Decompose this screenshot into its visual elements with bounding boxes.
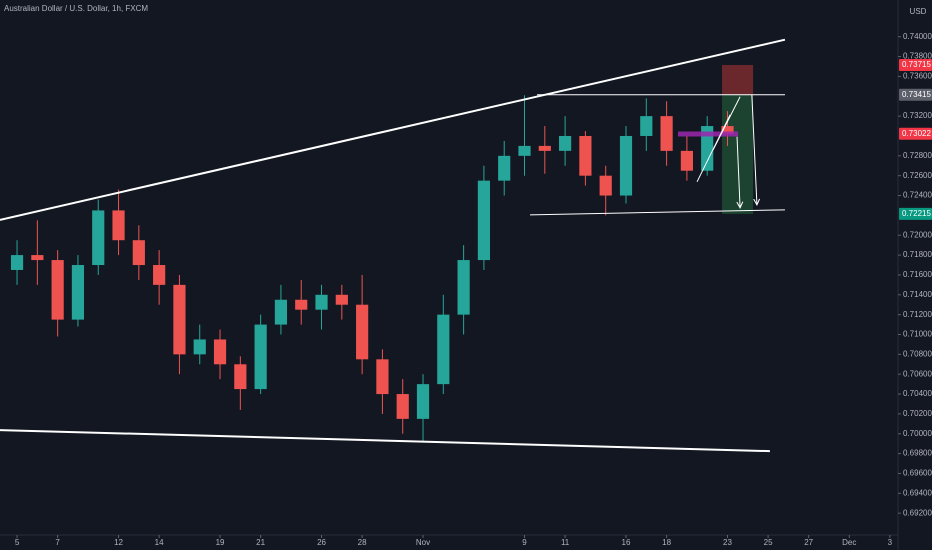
candle-body	[538, 145, 551, 151]
x-tick-label: 11	[561, 538, 570, 547]
x-tick-label: 12	[114, 538, 123, 547]
candle-body	[112, 210, 125, 241]
candle-body	[518, 145, 531, 156]
y-tick-label: 0.73600	[903, 72, 932, 81]
y-tick-label: 0.70600	[903, 369, 932, 378]
candle-body	[51, 260, 64, 320]
candle-body	[295, 299, 308, 310]
x-tick-label: 28	[358, 538, 367, 547]
candle-body	[193, 339, 206, 355]
trendline	[751, 94, 757, 205]
candle-body	[10, 255, 24, 270]
y-tick-label: 0.71200	[903, 310, 932, 319]
y-tick-label: 0.72000	[903, 230, 932, 239]
candle-body	[92, 210, 105, 266]
candle-body	[721, 126, 734, 134]
x-tick-label: 3	[888, 538, 893, 547]
y-tick-label: 0.71400	[903, 290, 932, 299]
price-label-box	[899, 207, 932, 220]
candle-body	[396, 394, 409, 419]
candle-body	[701, 126, 714, 171]
x-tick-label: 9	[522, 538, 527, 547]
y-tick-label: 0.72400	[903, 191, 932, 200]
y-tick-label: 0.72800	[903, 151, 932, 160]
x-tick-label: 18	[662, 538, 671, 547]
candle-body	[254, 324, 267, 390]
y-tick-label: 0.70800	[903, 349, 932, 358]
currency-label: USD	[910, 7, 927, 16]
stop-zone	[722, 65, 754, 95]
y-tick-label: 0.73800	[903, 52, 932, 61]
x-tick-label: 5	[15, 538, 20, 547]
y-tick-label: 0.71600	[903, 270, 932, 279]
candle-body	[335, 294, 348, 305]
candle-body	[416, 384, 430, 419]
x-tick-label: 27	[804, 538, 813, 547]
y-tick-label: 0.74000	[903, 32, 932, 41]
y-tick-label: 0.71800	[903, 250, 932, 259]
x-tick-label: 21	[256, 538, 265, 547]
y-tick-label: 0.69800	[903, 449, 932, 458]
y-tick-label: 0.69400	[903, 488, 932, 497]
candle-body	[579, 135, 592, 176]
price-label: 0.73022	[902, 129, 931, 138]
y-tick-label: 0.70400	[903, 389, 932, 398]
candle-body	[599, 175, 612, 196]
candle-body	[173, 284, 186, 355]
candle-body	[356, 304, 369, 360]
x-tick-label: Dec	[842, 538, 856, 547]
price-label-box	[899, 127, 932, 140]
candle-body	[213, 339, 227, 365]
candle-body	[437, 314, 450, 385]
trendline	[712, 96, 741, 151]
trendline	[0, 429, 770, 453]
y-tick-label: 0.71000	[903, 330, 932, 339]
candle-body	[477, 180, 491, 261]
y-tick-label: 0.69600	[903, 469, 932, 478]
trendline	[737, 136, 740, 208]
y-tick-label: 0.70200	[903, 409, 932, 418]
x-tick-label: 26	[317, 538, 326, 547]
candle-body	[619, 135, 633, 196]
candle-body	[680, 150, 693, 171]
y-tick-label: 0.69200	[903, 508, 932, 517]
candle-body	[71, 265, 85, 320]
candle-body	[132, 240, 145, 266]
candle-body	[153, 265, 166, 285]
x-tick-label: 14	[155, 538, 164, 547]
price-label: 0.72215	[902, 209, 931, 218]
x-tick-label: 7	[55, 538, 60, 547]
price-label-box	[899, 88, 932, 101]
price-label: 0.73415	[902, 90, 931, 99]
price-label: 0.73715	[902, 60, 931, 69]
y-tick-label: 0.73200	[903, 111, 932, 120]
candle-body	[660, 116, 673, 151]
chart-title: Australian Dollar / U.S. Dollar, 1h, FXC…	[4, 4, 148, 13]
candle-body	[498, 155, 511, 181]
candle-body	[31, 255, 44, 261]
x-tick-label: 19	[216, 538, 225, 547]
price-label-box	[899, 59, 932, 72]
candle-body	[234, 364, 247, 390]
x-tick-label: 25	[764, 538, 773, 547]
y-tick-label: 0.72600	[903, 171, 932, 180]
candle-body	[640, 116, 653, 136]
candle-body	[315, 294, 328, 310]
candle-body	[457, 260, 470, 315]
trendline	[0, 38, 786, 221]
y-tick-label: 0.70000	[903, 429, 932, 438]
candle-body	[559, 135, 572, 151]
candle-body	[274, 299, 288, 325]
x-tick-label: 23	[723, 538, 732, 547]
x-tick-label: 16	[622, 538, 631, 547]
candle-body	[376, 359, 389, 395]
trendline	[529, 209, 785, 216]
x-tick-label: Nov	[416, 538, 430, 547]
